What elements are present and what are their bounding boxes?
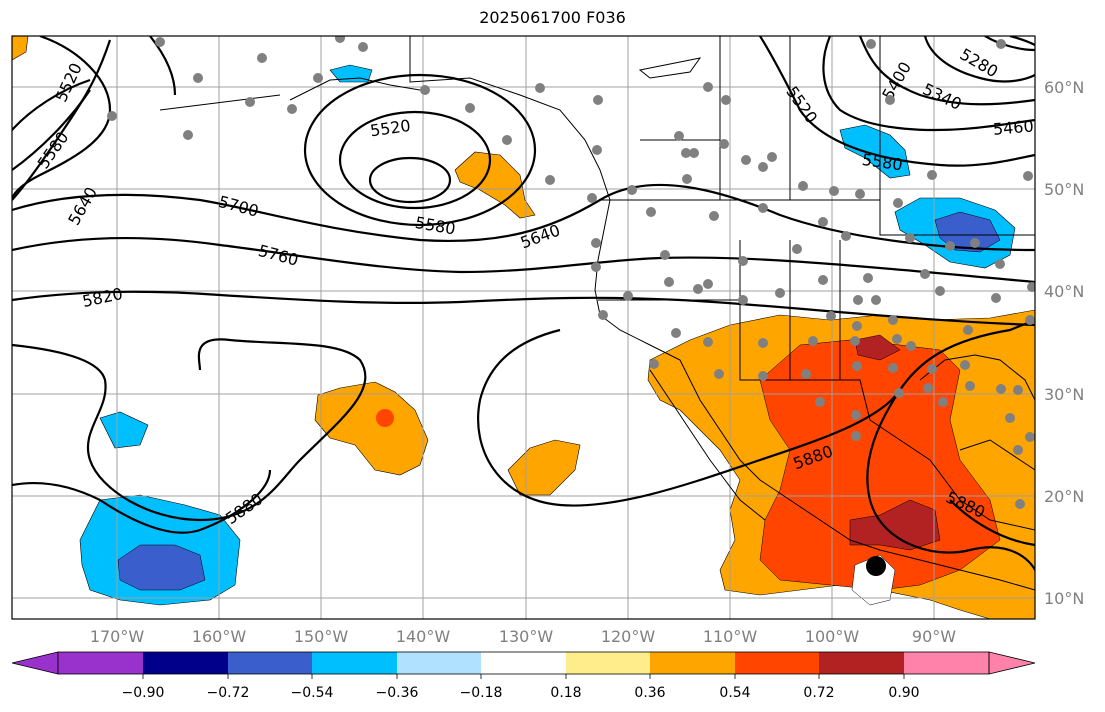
longitude-labels: 170°W 160°W 150°W 140°W 130°W 120°W 110°…: [90, 627, 956, 646]
positive-anomaly-core: [376, 409, 394, 427]
lat-label: 50°N: [1044, 180, 1084, 199]
lon-label: 100°W: [805, 627, 860, 646]
colorbar-tick-label: 0.90: [888, 685, 919, 701]
colorbar-segment: [58, 652, 143, 674]
colorbar-tick-label: −0.18: [460, 685, 503, 701]
colorbar-tick-label: −0.36: [376, 685, 419, 701]
colorbar-segment: [735, 652, 819, 674]
colorbar-segment: [650, 652, 735, 674]
colorbar-segment: [904, 652, 989, 674]
lat-label: 40°N: [1044, 282, 1084, 301]
map-frame: [11, 35, 1036, 620]
lon-label: 140°W: [396, 627, 451, 646]
marker-dot: [866, 556, 886, 576]
contour-label: 5640: [64, 184, 101, 229]
colorbar-segment: [228, 652, 312, 674]
positive-anomaly-region: [507, 439, 581, 496]
colorbar-segment: [143, 652, 228, 674]
colorbar-tick-label: −0.72: [207, 685, 250, 701]
lat-label: 10°N: [1044, 589, 1084, 608]
lon-label: 90°W: [912, 627, 956, 646]
contour-label: 5580: [34, 128, 73, 172]
contour-label: 5760: [256, 241, 300, 270]
contour-label: 5640: [518, 221, 563, 253]
contour-label: 5340: [920, 79, 965, 113]
colorbar-tick-label: 0.36: [634, 685, 665, 701]
colorbar-high-extend: [988, 651, 1036, 675]
contour-label: 5280: [957, 44, 1002, 81]
colorbar-segment: [566, 652, 650, 674]
lat-label: 60°N: [1044, 78, 1084, 97]
colorbar-frame: [57, 651, 990, 675]
colorbar-tick-label: −0.90: [122, 685, 165, 701]
positive-anomaly-region: [12, 36, 29, 61]
height-contours: [12, 36, 1035, 571]
colorbar-segment: [397, 652, 481, 674]
lon-label: 110°W: [703, 627, 758, 646]
colorbar-low-extend: [11, 651, 59, 675]
positive-anomaly-region: [314, 381, 429, 476]
colorbar-tick-label: 0.18: [550, 685, 581, 701]
contour-label: 5700: [217, 192, 261, 221]
contour-label: 5580: [414, 213, 457, 239]
latitude-labels: 60°N 50°N 40°N 30°N 20°N 10°N: [1044, 78, 1084, 608]
grid-lines: [12, 36, 1035, 619]
negative-anomaly-region: [839, 124, 911, 179]
positive-anomaly-max: [854, 334, 901, 361]
negative-anomaly-core: [117, 544, 206, 591]
contour-label: 5460: [992, 116, 1034, 138]
colorbar-tick-label: 0.54: [719, 685, 750, 701]
colorbar-tick-label: 0.72: [803, 685, 834, 701]
station-markers: [107, 36, 1035, 509]
colorbar-segment: [312, 652, 397, 674]
negative-anomaly-region: [99, 411, 149, 449]
lat-label: 20°N: [1044, 487, 1084, 506]
negative-anomaly-region: [329, 64, 373, 83]
contour-label: 5520: [782, 83, 821, 127]
lon-label: 120°W: [601, 627, 656, 646]
contour-label: 5820: [81, 284, 125, 311]
lon-label: 130°W: [499, 627, 554, 646]
colorbar-segment: [481, 652, 566, 674]
contour-label: 5880: [222, 489, 266, 528]
lon-label: 160°W: [192, 627, 247, 646]
colorbar: −0.90 −0.72 −0.54 −0.36 −0.18 0.18 0.36 …: [11, 651, 1036, 701]
positive-anomaly-max: [849, 499, 941, 551]
map-title: 2025061700 F036: [479, 8, 626, 27]
colorbar-segment: [819, 652, 904, 674]
positive-anomaly-region: [454, 151, 536, 219]
colorbar-tick-label: −0.54: [291, 685, 334, 701]
lon-label: 150°W: [294, 627, 349, 646]
lon-label: 170°W: [90, 627, 145, 646]
contour-label: 5400: [878, 58, 915, 103]
lat-label: 30°N: [1044, 385, 1084, 404]
